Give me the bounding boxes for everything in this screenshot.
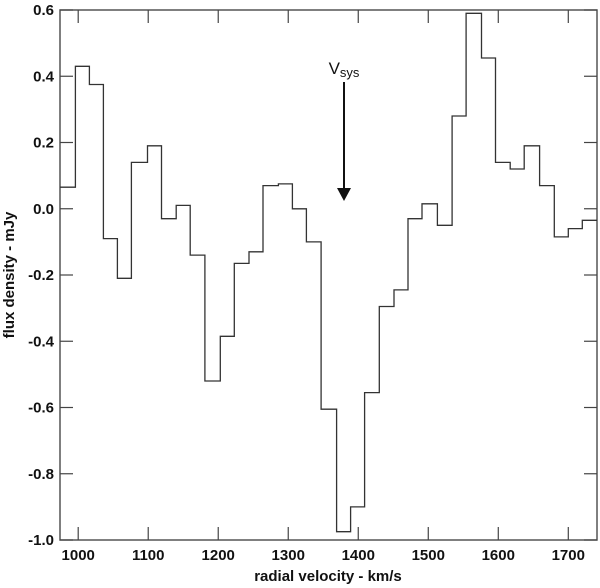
x-tick-label: 1500 <box>412 547 445 564</box>
flux-step-line <box>60 12 597 533</box>
y-tick-label: 0.6 <box>33 2 54 19</box>
vsys-arrow-head-icon <box>337 188 351 201</box>
x-tick-label: 1600 <box>482 547 515 564</box>
y-tick-label: 0.2 <box>33 135 54 152</box>
x-tick-label: 1000 <box>62 547 95 564</box>
x-tick-label: 1300 <box>272 547 305 564</box>
vsys-label: Vsys <box>329 59 360 80</box>
y-tick-label: 0.4 <box>33 68 55 85</box>
plot-frame <box>59 9 598 541</box>
y-tick-label: -1.0 <box>28 532 54 549</box>
y-tick-label: -0.8 <box>28 466 54 483</box>
y-tick-label: -0.6 <box>28 400 54 417</box>
x-tick-label: 1400 <box>342 547 375 564</box>
x-tick-label: 1700 <box>552 547 585 564</box>
y-tick-label: 0.0 <box>33 201 54 218</box>
y-axis-ticks: 0.6 0.4 0.2 0.0 -0.2 -0.4 -0.6 -0.8 -1.0 <box>28 2 597 549</box>
x-axis-label: radial velocity - km/s <box>254 568 402 585</box>
y-tick-label: -0.2 <box>28 267 54 284</box>
y-tick-label: -0.4 <box>28 333 55 350</box>
x-axis-ticks: 1000 1100 1200 1300 1400 1500 1600 1700 <box>62 10 585 564</box>
y-axis-label: flux density - mJy <box>1 211 18 338</box>
x-tick-label: 1100 <box>132 547 165 564</box>
vsys-annotation: Vsys <box>329 59 360 201</box>
x-tick-label: 1200 <box>202 547 235 564</box>
